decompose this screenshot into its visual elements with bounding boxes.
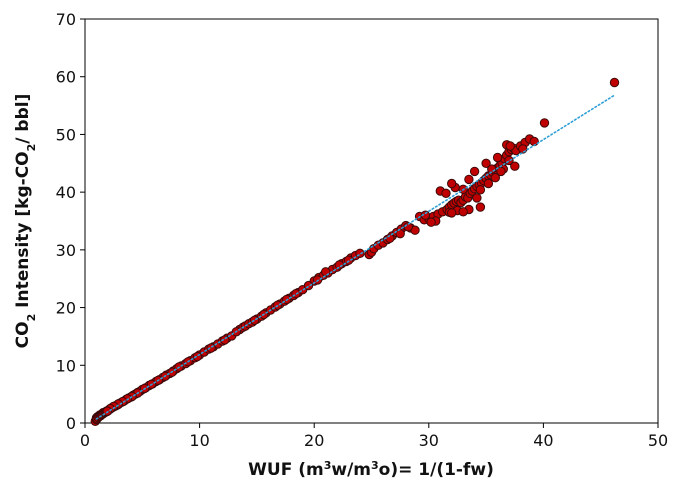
data-point — [472, 193, 482, 203]
data-point — [510, 161, 520, 171]
y-tick-label: 50 — [56, 125, 76, 144]
y-tick-label: 10 — [56, 356, 76, 375]
data-point — [458, 207, 468, 217]
y-axis-label: CO2 Intensity [kg-CO2/ bbl] — [13, 94, 38, 349]
y-tick-label: 20 — [56, 299, 76, 318]
x-tick-label: 30 — [419, 431, 439, 450]
data-point — [426, 217, 436, 227]
plot-area — [84, 18, 659, 424]
data-point — [505, 141, 515, 151]
data-point — [518, 144, 528, 154]
data-point — [395, 229, 405, 239]
data-point — [334, 260, 345, 270]
data-point — [475, 185, 486, 195]
y-tick-label: 60 — [56, 68, 76, 87]
data-point — [447, 178, 457, 189]
data-point — [490, 173, 500, 183]
data-point — [529, 136, 539, 147]
data-point — [303, 280, 314, 291]
data-point — [102, 406, 113, 416]
data-point — [492, 152, 503, 163]
x-tick-label: 40 — [533, 431, 553, 450]
trendline — [95, 94, 616, 420]
x-tick-label: 20 — [304, 431, 324, 450]
data-point — [249, 315, 260, 325]
data-point — [539, 118, 550, 128]
data-point — [496, 166, 506, 177]
data-point — [475, 202, 486, 212]
x-tick-label: 0 — [80, 431, 90, 450]
data-point — [192, 351, 203, 362]
y-tick-label: 40 — [56, 183, 76, 202]
x-axis-label: WUF (m3w/m3o)= 1/(1-fw) — [248, 459, 494, 481]
trendline-group — [95, 94, 616, 420]
axis-ticks: 0 10 20 30 40 50 0 10 20 30 40 50 60 70 — [56, 10, 669, 450]
x-tick-label: 50 — [648, 431, 668, 450]
y-tick-label: 70 — [56, 10, 76, 29]
data-point — [447, 208, 457, 218]
data-point — [469, 166, 480, 177]
data-point — [481, 158, 491, 169]
data-point — [206, 343, 216, 353]
data-point — [483, 178, 494, 189]
x-tick-label: 10 — [189, 431, 209, 450]
data-point — [609, 77, 620, 88]
y-tick-label: 30 — [56, 241, 76, 260]
y-tick-label: 0 — [66, 414, 76, 433]
data-point — [420, 210, 431, 220]
data-point — [464, 174, 474, 185]
data-point — [441, 188, 451, 199]
data-point — [343, 255, 354, 265]
